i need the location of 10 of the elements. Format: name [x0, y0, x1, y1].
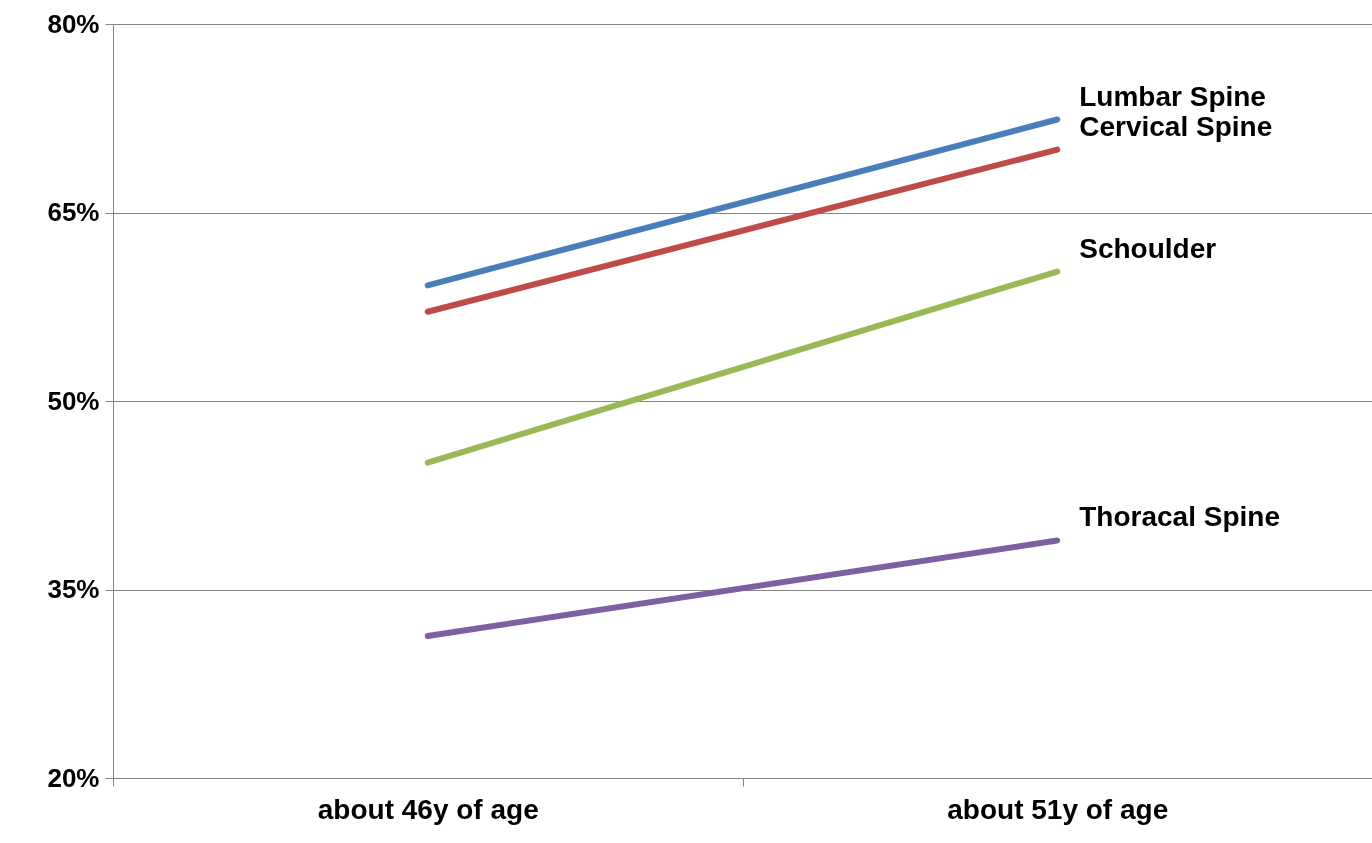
x-tick-label: about 46y of age — [317, 793, 539, 825]
series-label: Schoulder — [1079, 232, 1217, 264]
y-tick-label: 80% — [47, 8, 100, 39]
series-label: Thoracal Spine — [1079, 501, 1280, 533]
y-tick-label: 20% — [47, 762, 100, 793]
x-tick-label: about 51y of age — [947, 793, 1169, 825]
y-tick-label: 50% — [47, 385, 100, 416]
y-tick-label: 65% — [47, 197, 100, 227]
series-label: Lumbar Spine — [1079, 80, 1266, 112]
y-tick-label: 35% — [47, 574, 100, 604]
